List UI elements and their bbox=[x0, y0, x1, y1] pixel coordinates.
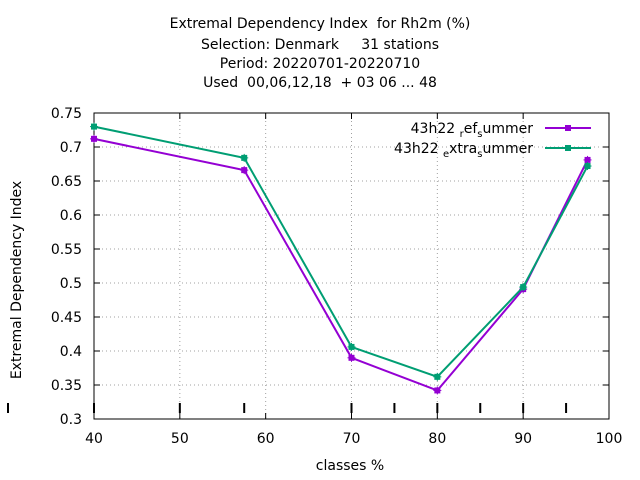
x-tick-label: 60 bbox=[257, 431, 275, 447]
series-layer bbox=[90, 123, 592, 395]
y-tick-label: 0.3 bbox=[60, 412, 82, 428]
x-tick-label: 40 bbox=[85, 431, 103, 447]
x-tick-label: 90 bbox=[514, 431, 532, 447]
legend-label: 43h22 refsummer bbox=[411, 121, 534, 140]
series-line bbox=[94, 139, 588, 391]
y-tick-label: 0.75 bbox=[51, 106, 82, 122]
y-tick-label: 0.6 bbox=[60, 208, 82, 224]
y-tick-label: 0.45 bbox=[51, 310, 82, 326]
x-tick-label: 50 bbox=[171, 431, 189, 447]
x-axis-label: classes % bbox=[316, 458, 384, 474]
y-tick-label: 0.35 bbox=[51, 378, 82, 394]
y-tick-label: 0.5 bbox=[60, 276, 82, 292]
axis-layer: 0.3 0.35 0.4 0.45 0.5 0.55 0.6 0.65 0.7 0.75 40 50 6… bbox=[51, 106, 623, 447]
x-tick-label: 80 bbox=[428, 431, 446, 447]
grid-layer bbox=[94, 113, 609, 419]
x-tick-label: 70 bbox=[343, 431, 361, 447]
legend-label-part: 43h22 bbox=[394, 141, 443, 157]
y-tick-label: 0.55 bbox=[51, 242, 82, 258]
y-tick-label: 0.65 bbox=[51, 174, 82, 190]
y-axis-label: Extremal Dependency Index bbox=[9, 181, 25, 379]
legend-label: 43h22 extrasummer bbox=[394, 141, 533, 160]
y-tick-label: 0.4 bbox=[60, 344, 82, 360]
legend-label-part: ef bbox=[464, 121, 479, 137]
legend-swatch-marker bbox=[565, 145, 571, 151]
x-tick-label: 100 bbox=[596, 431, 623, 447]
legend-label-part: ummer bbox=[482, 121, 533, 137]
bottom-marks-layer bbox=[8, 403, 566, 413]
legend-label-part: ummer bbox=[482, 141, 533, 157]
legend-swatch-marker bbox=[565, 125, 571, 131]
legend-label-part: 43h22 bbox=[411, 121, 460, 137]
legend-label-part: xtra bbox=[449, 141, 477, 157]
y-tick-label: 0.7 bbox=[60, 140, 82, 156]
